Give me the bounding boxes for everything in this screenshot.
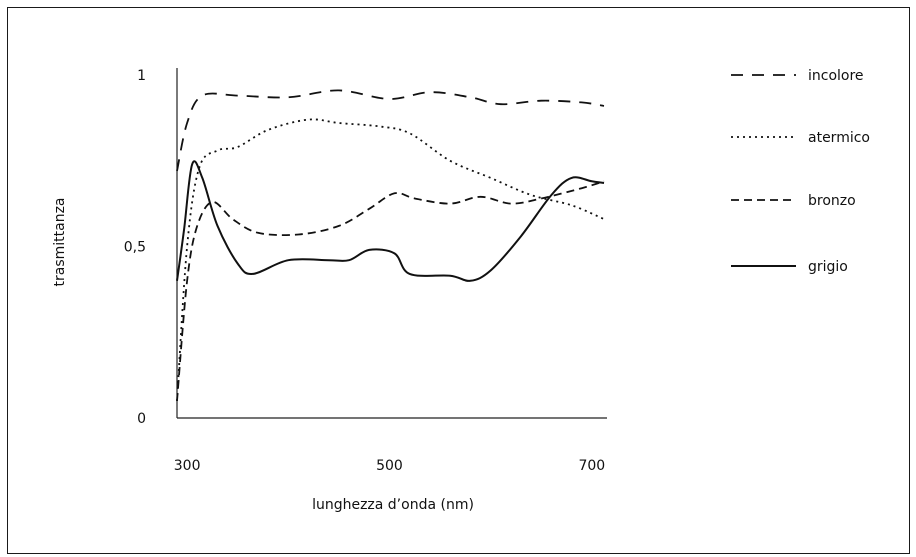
legend-label-bronzo: bronzo [808, 193, 856, 209]
legend-label-atermico: atermico [808, 130, 870, 146]
y-tick-labels: 00,51 [124, 68, 146, 427]
y-tick-label: 1 [137, 68, 146, 84]
x-tick-label: 700 [578, 458, 605, 474]
x-tick-labels: 300 500 700 [174, 458, 605, 474]
series-line-incolore [176, 89, 605, 172]
x-axis-label: lunghezza d’onda (nm) [312, 497, 474, 513]
series-lines [176, 89, 605, 401]
axes [176, 68, 607, 419]
x-tick-label: 300 [174, 458, 201, 474]
x-tick-label: 500 [376, 458, 403, 474]
y-axis-label: trasmittanza [52, 197, 68, 286]
legend-label-incolore: incolore [808, 68, 864, 84]
series-line-bronzo [176, 180, 605, 401]
series-line-atermico [176, 118, 605, 401]
y-tick-label: 0,5 [124, 240, 146, 256]
legend: incolore atermico bronzo grigio [731, 68, 870, 275]
series-line-grigio [176, 160, 605, 282]
chart-frame [7, 7, 910, 554]
y-tick-label: 0 [137, 411, 146, 427]
legend-label-grigio: grigio [808, 259, 848, 275]
